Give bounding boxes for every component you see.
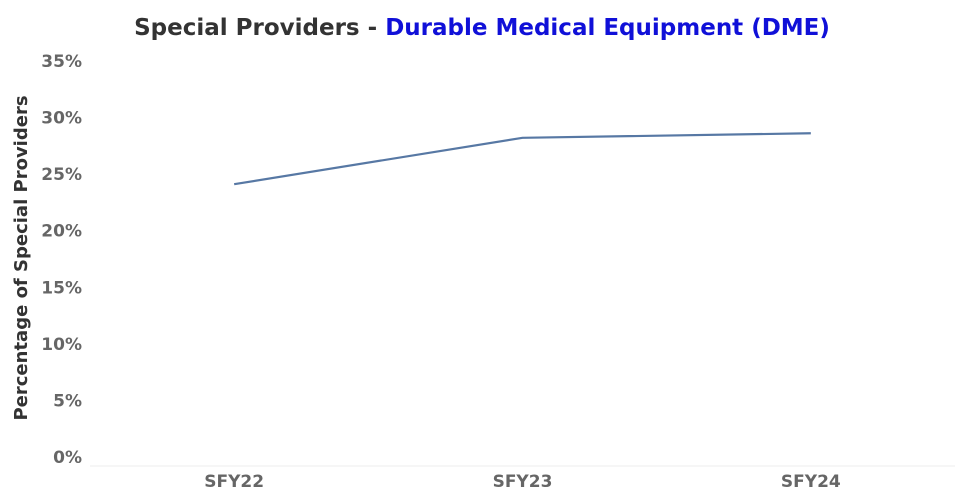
- y-tick-label: 10%: [41, 335, 82, 355]
- y-tick-label: 0%: [53, 448, 82, 468]
- x-tick-label: SFY23: [493, 472, 553, 491]
- x-tick-label: SFY22: [204, 472, 264, 491]
- x-tick-label: SFY24: [781, 472, 841, 491]
- y-tick-label: 15%: [41, 278, 82, 298]
- y-tick-label: 20%: [41, 222, 82, 242]
- y-tick-label: 30%: [41, 109, 82, 129]
- y-axis-label: Percentage of Special Providers: [11, 95, 32, 420]
- line-series: [233, 132, 811, 186]
- y-tick-label: 35%: [41, 52, 82, 72]
- title-highlight: Durable Medical Equipment (DME): [385, 15, 830, 41]
- title-main: Special Providers -: [134, 15, 377, 41]
- chart-title: Special Providers - Durable Medical Equip…: [134, 15, 830, 41]
- y-tick-label: 25%: [41, 165, 82, 185]
- y-tick-label: 5%: [53, 391, 82, 411]
